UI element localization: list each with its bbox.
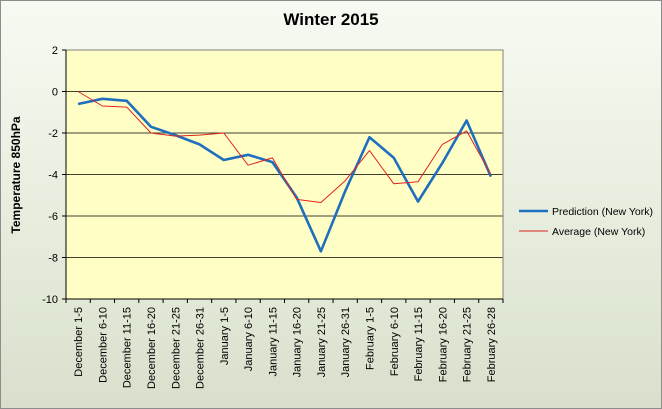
x-tick-label: December 6-10 bbox=[97, 307, 109, 383]
x-tick-label: January 6-10 bbox=[243, 307, 255, 371]
x-tick-label: February 16-20 bbox=[437, 307, 449, 382]
y-tick-label: -6 bbox=[48, 211, 58, 223]
x-tick-label: February 26-28 bbox=[486, 307, 498, 382]
x-tick-label: December 16-20 bbox=[146, 307, 158, 389]
x-tick-label: February 1-5 bbox=[364, 307, 376, 370]
x-tick-label: December 1-5 bbox=[73, 307, 85, 377]
y-tick-label: 0 bbox=[52, 87, 58, 99]
y-tick-label: 2 bbox=[52, 45, 58, 57]
series-line bbox=[77, 97, 493, 253]
x-tick-label: January 26-31 bbox=[340, 307, 352, 377]
y-tick-label: -2 bbox=[48, 128, 58, 140]
series-line bbox=[77, 91, 492, 203]
legend-label: Prediction (New York) bbox=[552, 206, 653, 218]
chart-title: Winter 2015 bbox=[283, 10, 379, 29]
x-tick-label: February 6-10 bbox=[389, 307, 401, 376]
x-tick-label: January 1-5 bbox=[219, 307, 231, 365]
y-tick-label: -4 bbox=[48, 170, 58, 182]
y-tick-label: -8 bbox=[48, 253, 58, 265]
legend-label: Average (New York) bbox=[552, 226, 645, 238]
x-tick-label: December 21-25 bbox=[170, 307, 182, 389]
x-tick-label: February 21-25 bbox=[462, 307, 474, 382]
x-tick-label: January 21-25 bbox=[316, 307, 328, 377]
y-tick-label: -10 bbox=[42, 294, 58, 306]
x-tick-label: December 26-31 bbox=[195, 307, 207, 389]
x-tick-label: January 11-15 bbox=[267, 307, 279, 377]
x-tick-label: December 11-15 bbox=[122, 307, 134, 388]
x-tick-label: January 16-20 bbox=[292, 307, 304, 377]
x-tick-label: February 11-15 bbox=[413, 307, 425, 381]
